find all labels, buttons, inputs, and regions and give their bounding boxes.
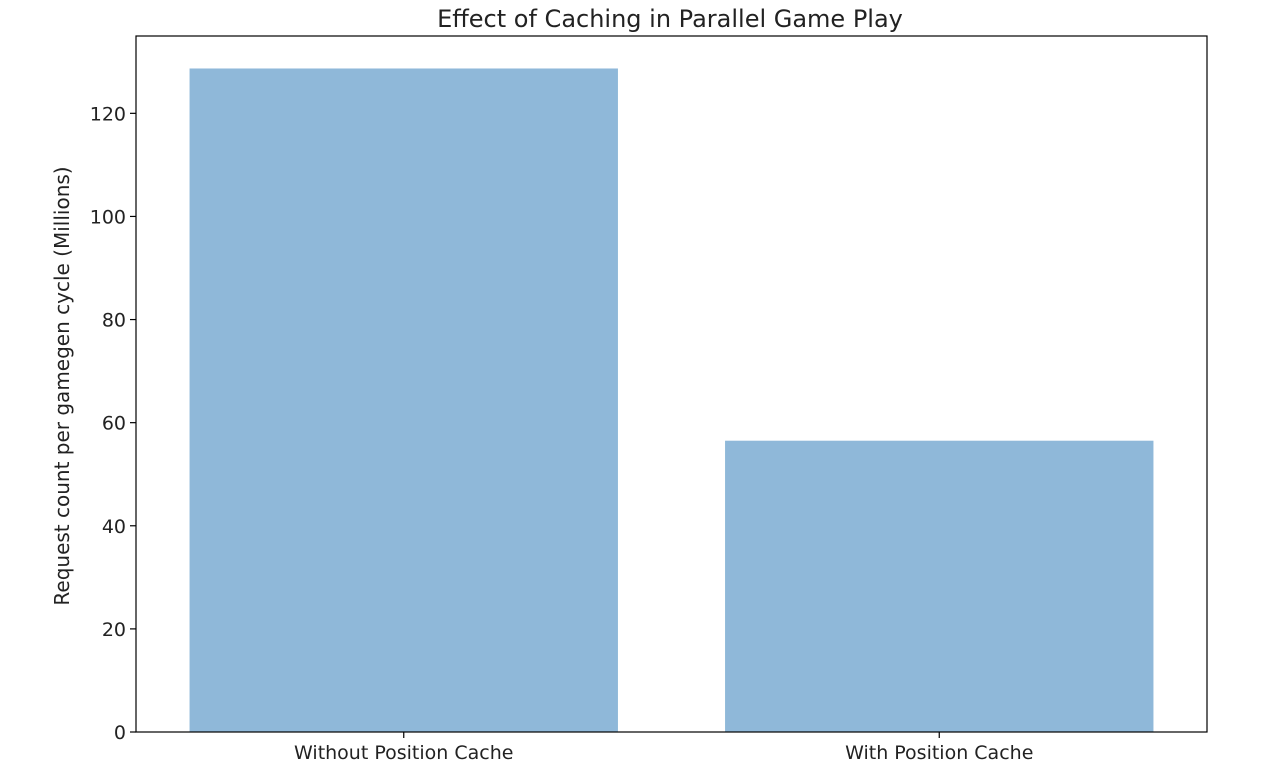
x-tick-label-1: With Position Cache — [845, 742, 1033, 764]
y-tick-label-3: 60 — [102, 413, 126, 435]
y-tick-label-5: 100 — [90, 206, 126, 228]
axes-frame — [135, 35, 1208, 733]
bar-0 — [189, 68, 618, 733]
bars-layer — [189, 68, 1154, 733]
y-axis-label: Request count per gamegen cycle (Million… — [50, 166, 74, 605]
y-tick-label-6: 120 — [90, 103, 126, 125]
y-tick-label-1: 20 — [102, 619, 126, 641]
y-ticks-layer: 0 20 40 60 80 100 120 — [90, 103, 136, 744]
y-tick-label-2: 40 — [102, 516, 126, 538]
chart-title: Effect of Caching in Parallel Game Play — [437, 5, 903, 33]
x-ticks-layer: Without Position Cache With Position Cach… — [294, 732, 1033, 764]
y-tick-label-0: 0 — [114, 722, 126, 744]
y-tick-label-4: 80 — [102, 310, 126, 332]
x-tick-label-0: Without Position Cache — [294, 742, 513, 764]
bar-1 — [725, 440, 1154, 732]
